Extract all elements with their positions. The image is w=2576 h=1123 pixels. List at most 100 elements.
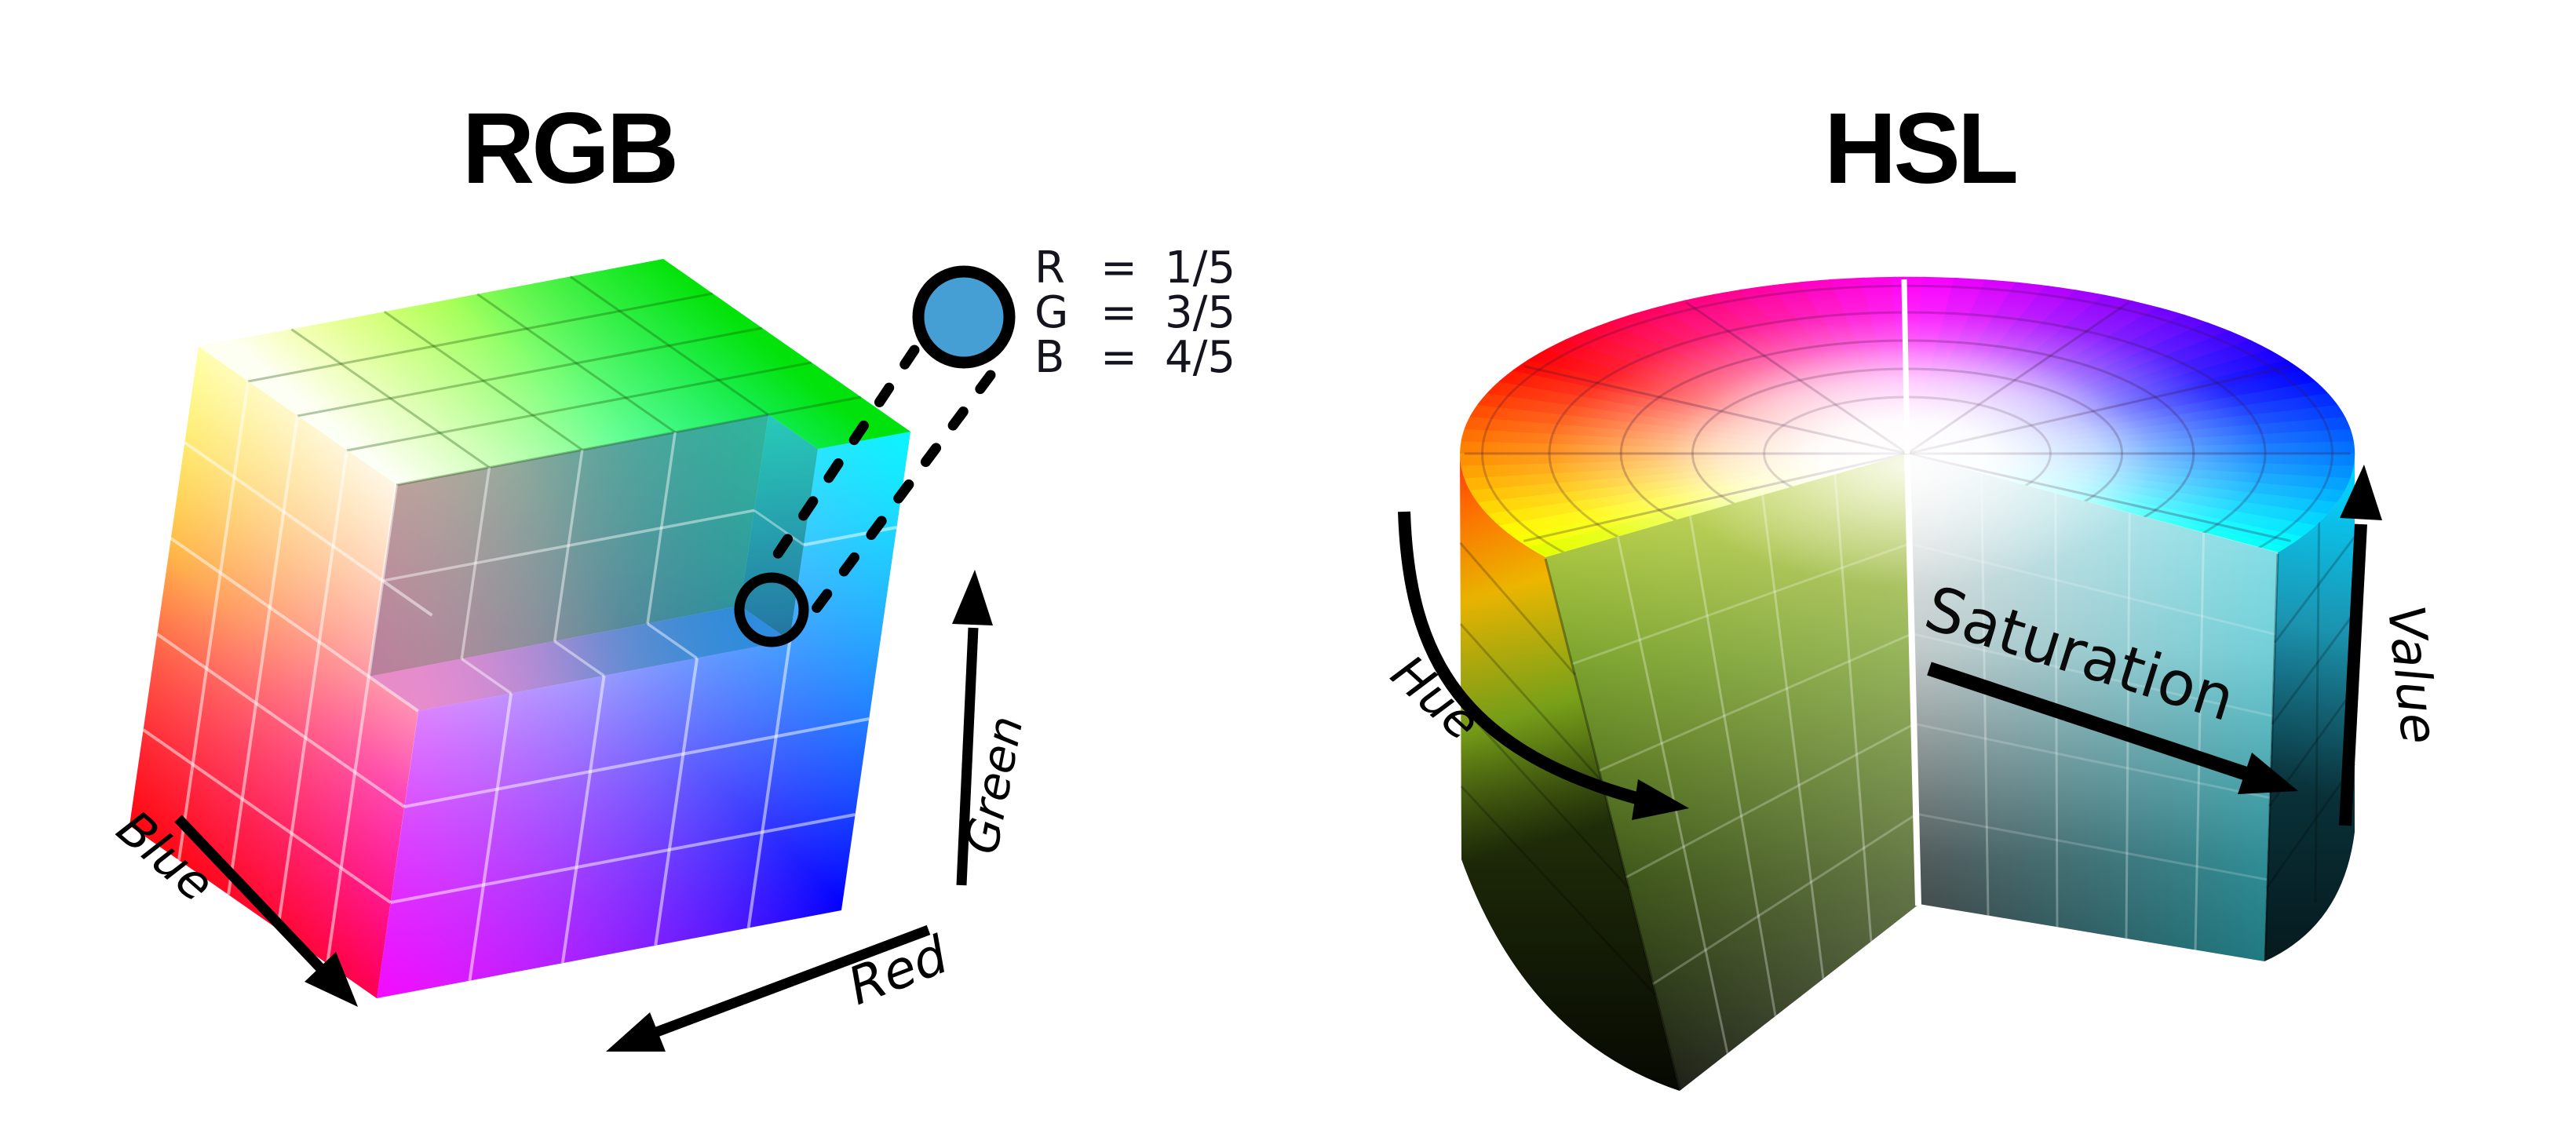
callout-values: R = 1/5 G = 3/5 B = 4/5 (1034, 242, 1235, 383)
cube-notch-floor-shade (369, 606, 790, 711)
grid-line (2125, 512, 2131, 939)
blue-axis-arrowhead (305, 952, 358, 1007)
rgb-panel: RGB (106, 93, 1235, 1052)
grid-line (290, 328, 491, 469)
grid-line (276, 450, 348, 930)
hue-axis-curve (1398, 511, 1659, 810)
cylinder-right-shell-shade (2264, 454, 2355, 961)
saturation-axis-arrowhead (2238, 753, 2298, 794)
grid-line (1914, 722, 2271, 800)
grid-line (476, 293, 677, 434)
grid-line (803, 526, 897, 547)
grid-line (142, 728, 392, 904)
value-axis-arrowhead (2340, 465, 2382, 520)
grid-line (654, 658, 699, 946)
grid-line (1598, 633, 1913, 772)
grid-line (326, 484, 398, 964)
grid-line (177, 381, 250, 861)
red-axis-line (633, 924, 931, 1045)
grid-line (1761, 494, 1825, 979)
cube-notch-wall-teal-layer (369, 414, 768, 676)
grid-line (1460, 785, 1657, 996)
value-axis-line (2339, 523, 2367, 826)
grid-line (1688, 515, 1777, 1017)
cube-front-face-cyan-layer (377, 432, 910, 998)
callout-line3-value: 4/5 (1165, 332, 1235, 383)
grid-line (1459, 541, 1576, 676)
cut-face-grid-lines (1459, 473, 2356, 1054)
red-axis-arrowhead (606, 1012, 666, 1052)
grid-line (1460, 704, 1630, 889)
callout-line2-value: 3/5 (1165, 287, 1235, 338)
grid-line (2274, 536, 2356, 644)
callout-line2-channel: G (1034, 287, 1068, 338)
grid-line (553, 449, 584, 642)
grid-line (646, 622, 699, 660)
projection-dash-line-lower (802, 370, 996, 625)
value-axis-label: Value (2376, 603, 2448, 746)
callout-line1-value: 1/5 (1165, 242, 1235, 294)
grid-line (2314, 487, 2321, 903)
grid-line (1911, 633, 2273, 717)
value-axis: Value (2339, 465, 2448, 826)
grid-line (1916, 812, 2268, 881)
hsl-cylinder (1459, 276, 2356, 1091)
callout-line3-channel: B (1034, 332, 1064, 383)
grid-line (569, 275, 769, 416)
grid-line (461, 658, 513, 695)
green-axis-line (956, 627, 979, 886)
grid-line (2271, 611, 2356, 725)
grid-line (560, 675, 606, 964)
saturation-ring (1481, 284, 2333, 557)
grid-line (184, 441, 433, 617)
grid-line (1616, 536, 1729, 1054)
grid-line (468, 693, 513, 981)
grid-line (1459, 623, 1603, 782)
cube-left-face-white-layer (130, 347, 446, 998)
grid-line (346, 361, 812, 452)
grid-line (170, 537, 419, 713)
cut-face-right-gray-cyan-tint (1907, 454, 2278, 961)
grid-line (553, 640, 605, 677)
callout-line3-eq: = (1100, 332, 1137, 383)
blue-axis-line (174, 815, 334, 982)
cut-face-left-green-tint (1545, 454, 1919, 1091)
grid-line (753, 509, 805, 546)
grid-line (383, 310, 583, 451)
rgb-title: RGB (462, 93, 676, 205)
grid-line (297, 326, 763, 417)
grid-line (403, 717, 870, 808)
green-axis: Green (952, 570, 1034, 886)
grid-line (2194, 532, 2206, 950)
grid-line (1625, 723, 1915, 879)
grid-line (156, 633, 406, 808)
right-shell-cut-edge (2264, 553, 2279, 960)
cube-grid-lines (142, 275, 897, 981)
hue-axis-arrowhead (1632, 779, 1689, 820)
grid-line (746, 640, 792, 928)
rgb-callout: R = 1/5 G = 3/5 B = 4/5 (734, 242, 1235, 647)
grid-line (247, 292, 713, 383)
hsl-title: HSL (1824, 93, 2016, 205)
grid-line (2265, 763, 2356, 889)
cube-notch-floor-blue-layer (369, 606, 790, 711)
projection-dash-line-upper (757, 345, 920, 582)
saturation-axis-line (1927, 662, 2253, 782)
callout-color-dot (912, 265, 1016, 369)
grid-line (227, 415, 299, 895)
grid-line (460, 467, 491, 659)
green-axis-arrowhead (952, 570, 993, 625)
left-shell-cut-edge (1544, 558, 1681, 1090)
grid-line (382, 509, 755, 582)
hsl-panel: HSL (1381, 93, 2448, 1091)
center-glow (1666, 343, 2152, 586)
callout-line2-eq: = (1100, 287, 1137, 338)
cube-notch-wall-shade (369, 414, 768, 676)
red-axis-label: Red (840, 924, 956, 1017)
callout-line1-channel: R (1034, 242, 1065, 294)
grid-line (390, 813, 856, 904)
rgb-cube (130, 259, 910, 998)
cube-top-face-white-layer (199, 259, 910, 485)
